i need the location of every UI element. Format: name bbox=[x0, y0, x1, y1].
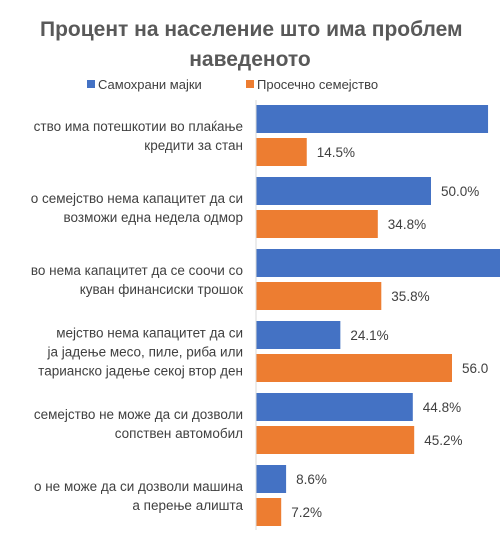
legend-label-single-mothers: Самохрани мајки bbox=[98, 77, 202, 92]
bar-single-mothers bbox=[256, 393, 413, 421]
bar-single-mothers bbox=[256, 465, 287, 493]
category-label: возможи една недела одмор bbox=[64, 210, 243, 225]
category-label: а перење алишта bbox=[132, 498, 243, 513]
category-label: о семејство нема капацитет да си bbox=[31, 191, 243, 206]
data-label-average-family: 35.8% bbox=[391, 289, 429, 304]
category-label: мејство нема капацитет да си bbox=[56, 326, 243, 341]
category-label: тарианско јадење секој втор ден bbox=[38, 364, 243, 379]
chart-title-line2: наведеното bbox=[189, 48, 311, 71]
data-label-single-mothers: 8.6% bbox=[296, 472, 327, 487]
legend-swatch-single-mothers bbox=[87, 80, 95, 88]
data-label-average-family: 14.5% bbox=[317, 145, 355, 160]
bar-average-family bbox=[256, 498, 282, 526]
data-label-single-mothers: 44.8% bbox=[423, 400, 461, 415]
data-label-average-family: 7.2% bbox=[291, 505, 322, 520]
category-label: кредити за стан bbox=[144, 138, 243, 153]
plot-area: 14.5% ство има потешкотии во плаќање креди… bbox=[31, 100, 500, 530]
category-label: куван финансиски трошок bbox=[80, 282, 243, 297]
category-label: во нема капацитет да се соочи со bbox=[31, 263, 243, 278]
category-label: ја јадење месо, пиле, риба или bbox=[46, 345, 243, 360]
data-label-average-family: 34.8% bbox=[388, 217, 426, 232]
bar-average-family bbox=[256, 426, 415, 454]
chart-title-line1: Процент на население што има проблем bbox=[40, 18, 463, 41]
bar-average-family bbox=[256, 282, 382, 310]
category-label: семејство не може да си дозволи bbox=[34, 407, 243, 422]
bar-single-mothers bbox=[256, 321, 341, 349]
data-label-average-family: 56.0 bbox=[462, 361, 488, 376]
bar-average-family bbox=[256, 354, 452, 382]
legend: Самохрани мајки Просечно семејство bbox=[87, 77, 378, 92]
data-label-single-mothers: 24.1% bbox=[350, 328, 388, 343]
bar-single-mothers bbox=[256, 249, 500, 277]
bar-average-family bbox=[256, 138, 307, 166]
bar-average-family bbox=[256, 210, 378, 238]
legend-label-average-family: Просечно семејство bbox=[257, 77, 378, 92]
bar-single-mothers bbox=[256, 177, 431, 205]
data-label-single-mothers: 50.0% bbox=[441, 184, 479, 199]
data-label-average-family: 45.2% bbox=[424, 433, 462, 448]
category-label: о не може да си дозволи машина bbox=[34, 479, 244, 494]
category-label: ство има потешкотии во плаќање bbox=[34, 119, 243, 134]
category-label: сопствен автомобил bbox=[115, 426, 243, 441]
legend-swatch-average-family bbox=[246, 80, 254, 88]
bar-single-mothers bbox=[256, 105, 489, 133]
